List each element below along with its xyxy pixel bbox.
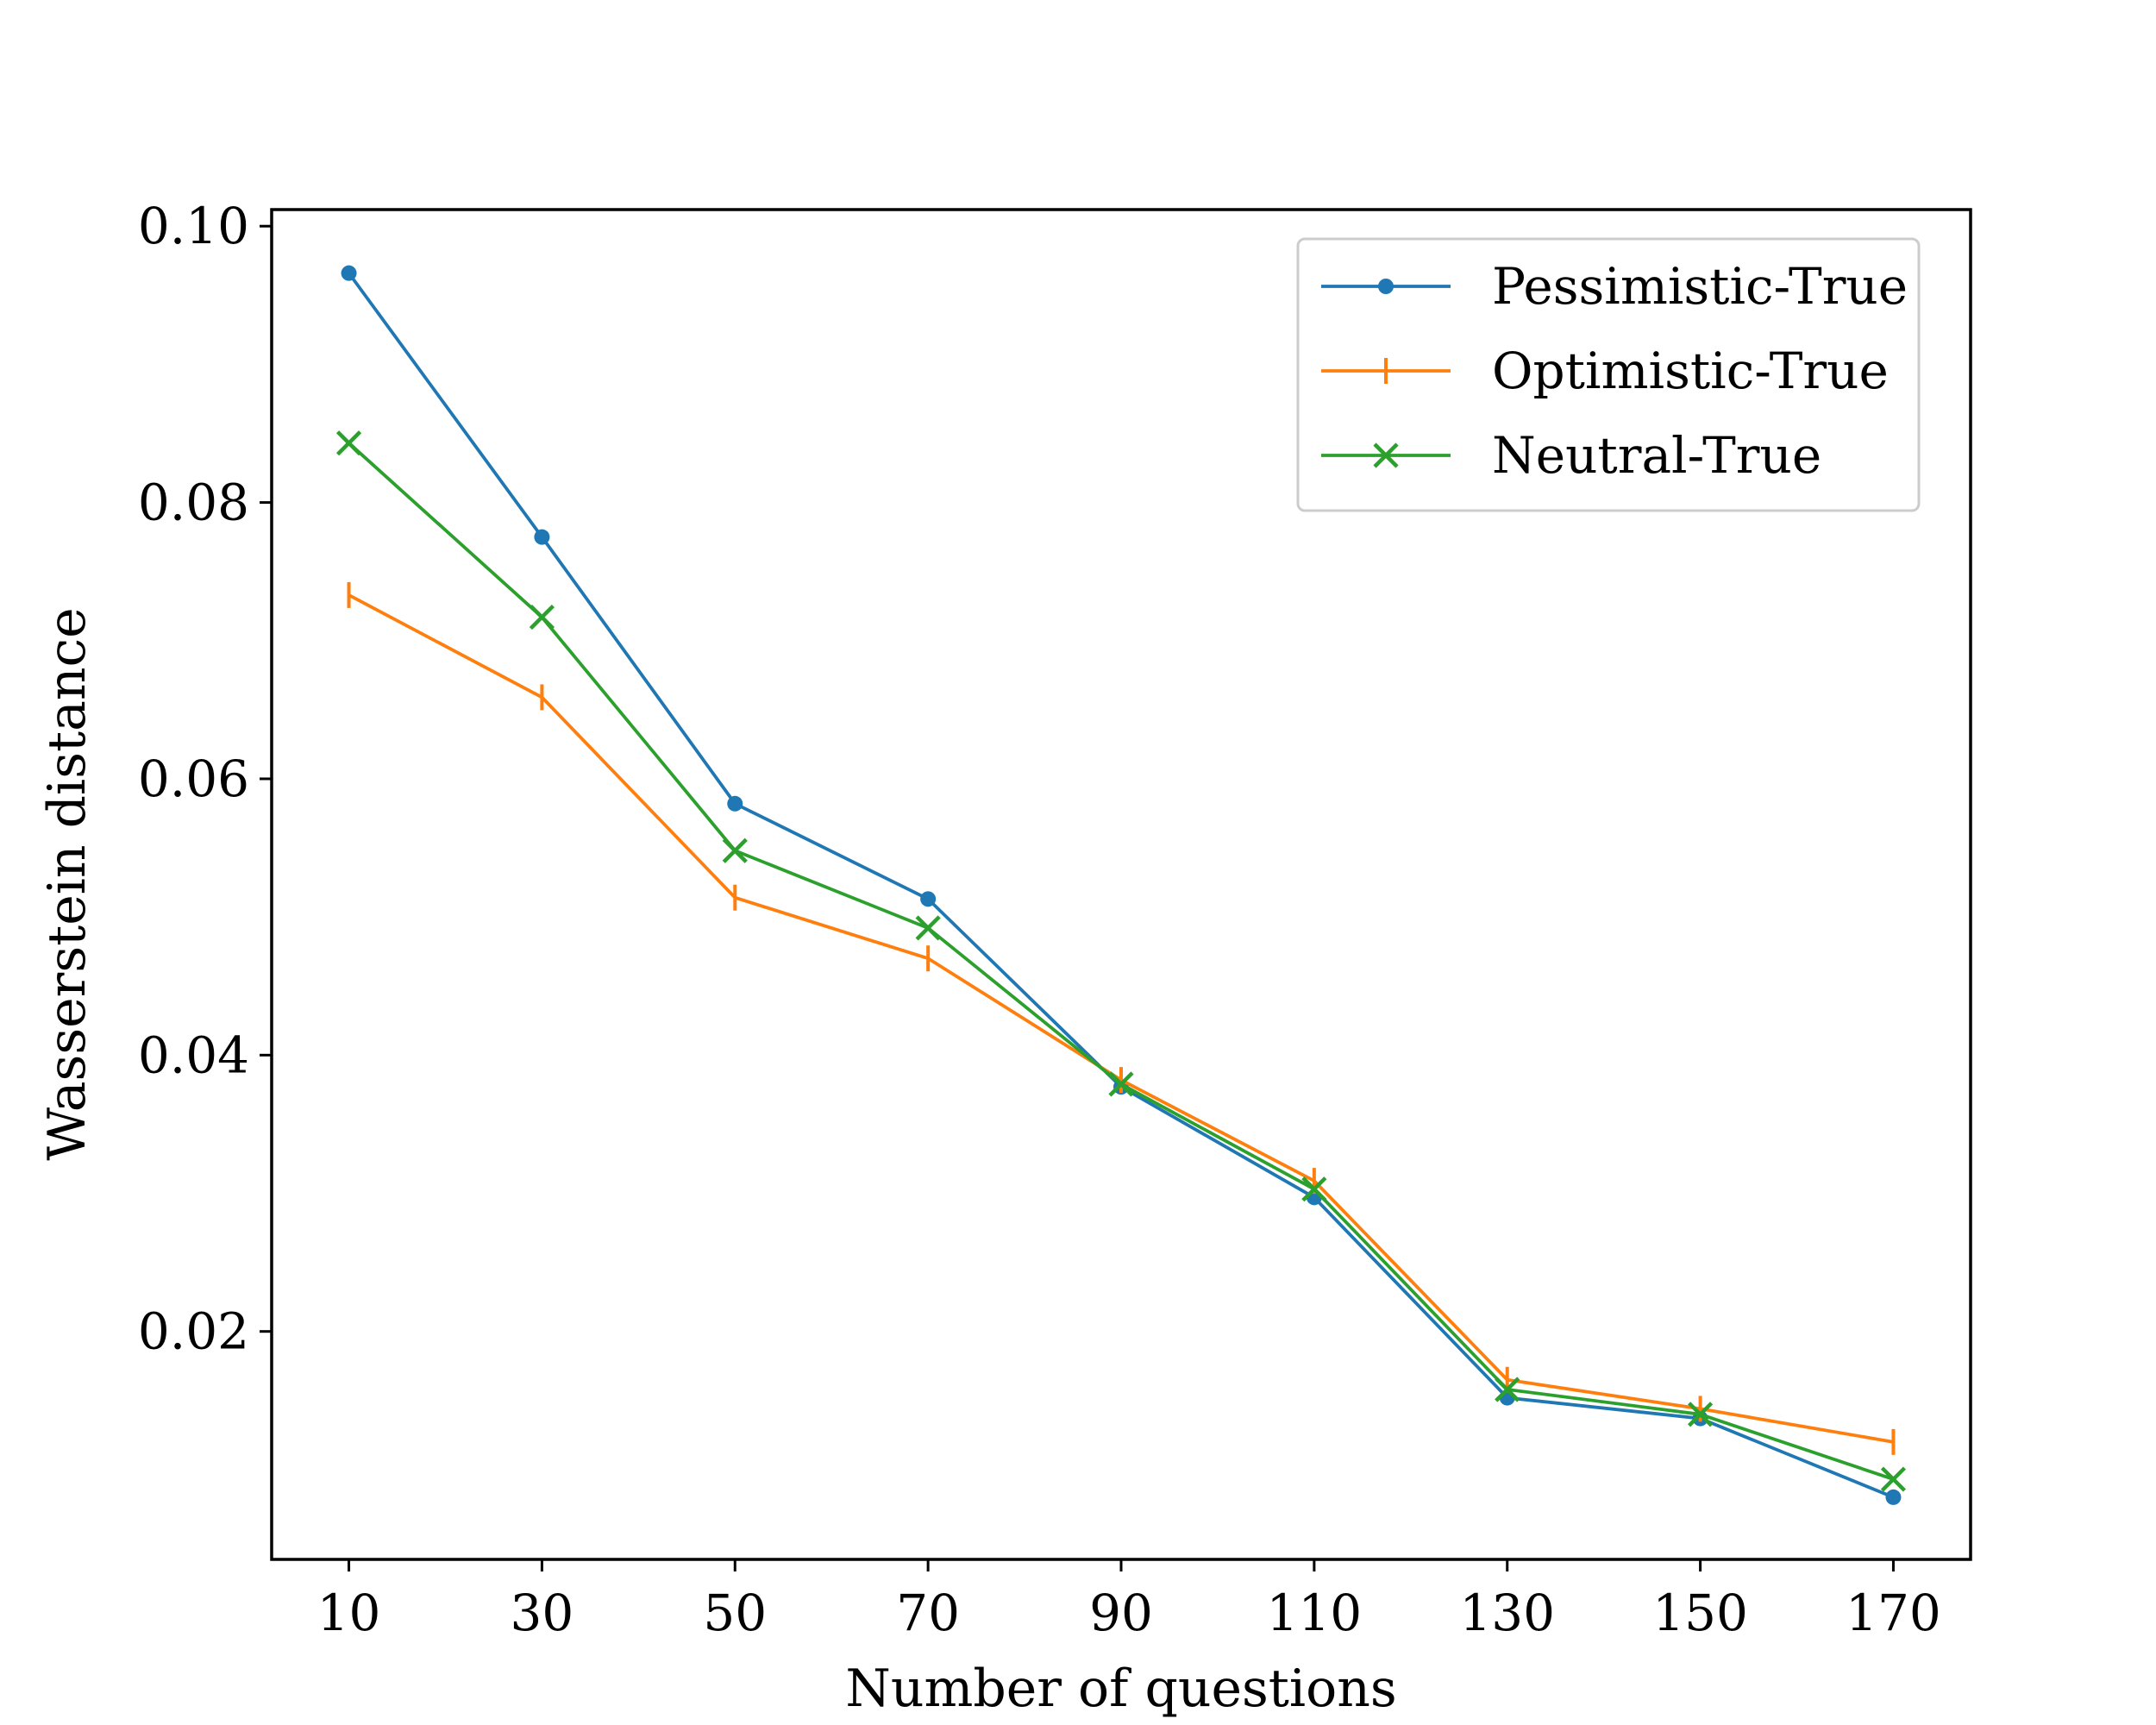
y-tick-label: 0.08 — [138, 474, 249, 532]
series-line — [348, 593, 1894, 1444]
legend-label: Neutral-True — [1492, 426, 1821, 485]
x-tick-label: 170 — [1846, 1584, 1941, 1642]
legend-box — [1296, 237, 1921, 512]
legend: Pessimistic-True Optimistic-True Neutral-T… — [1296, 237, 1921, 512]
x-tick-label: 50 — [703, 1584, 767, 1642]
data-point — [341, 265, 357, 281]
legend-label: Pessimistic-True — [1492, 257, 1908, 316]
x-axis-label: Number of questions — [845, 1659, 1396, 1719]
data-point — [727, 795, 743, 812]
x-tick-label: 30 — [511, 1584, 574, 1642]
legend-label: Optimistic-True — [1492, 342, 1889, 400]
data-point — [534, 529, 550, 545]
data-point — [335, 430, 362, 456]
data-point — [1687, 1402, 1714, 1427]
x-tick-label: 110 — [1267, 1584, 1363, 1642]
data-point — [1301, 1176, 1327, 1202]
y-tick-label: 0.02 — [138, 1302, 249, 1361]
data-point — [1108, 1071, 1134, 1097]
x-tick-label: 10 — [317, 1584, 381, 1642]
y-tick-label: 0.10 — [138, 197, 249, 255]
legend-marker — [1373, 442, 1399, 468]
y-axis-label: Wasserstein distance — [37, 607, 97, 1160]
legend-item: Pessimistic-True — [1321, 257, 1908, 316]
plot-area — [335, 265, 1907, 1505]
data-point — [1495, 1377, 1520, 1402]
data-point — [1880, 1466, 1907, 1492]
series-neutral-true — [335, 430, 1907, 1492]
data-point — [1885, 1489, 1902, 1505]
data-point — [915, 915, 941, 941]
x-tick-label: 130 — [1459, 1584, 1555, 1642]
y-tick-label: 0.06 — [138, 750, 249, 808]
x-tick-label: 70 — [896, 1584, 960, 1642]
data-point — [722, 837, 748, 863]
data-point — [529, 604, 555, 630]
x-tick-label: 90 — [1089, 1584, 1153, 1642]
y-axis: 0.02 0.04 0.06 0.08 0.10 — [138, 197, 272, 1361]
series-line — [348, 442, 1895, 1481]
legend-item: Optimistic-True — [1321, 342, 1889, 400]
x-tick-label: 150 — [1652, 1584, 1748, 1642]
legend-marker — [1378, 279, 1394, 294]
legend-item: Neutral-True — [1321, 426, 1821, 485]
x-axis: 10 30 50 70 90 110 130 150 170 — [317, 1559, 1941, 1642]
data-point — [920, 891, 937, 907]
series-optimistic-true — [347, 581, 1896, 1455]
y-tick-label: 0.04 — [138, 1026, 249, 1084]
